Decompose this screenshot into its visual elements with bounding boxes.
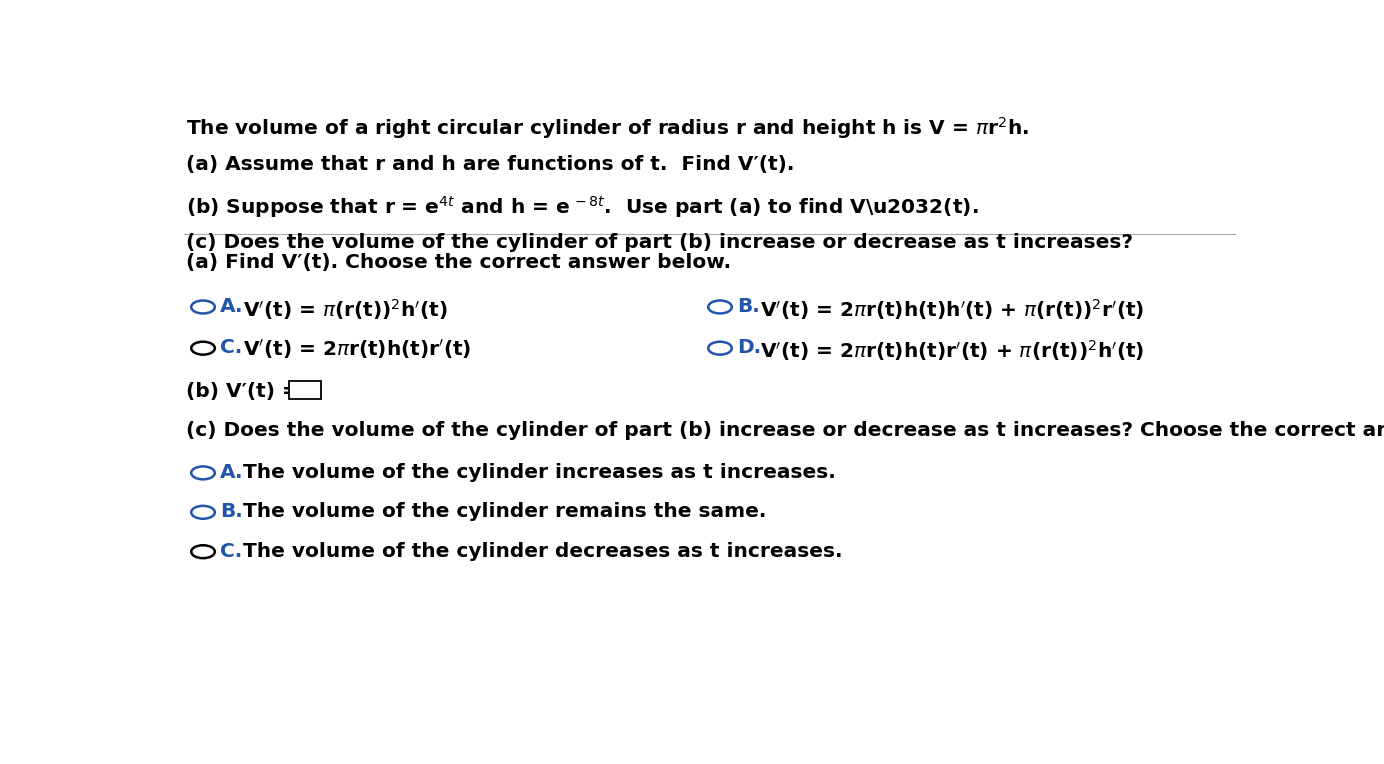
Text: (a) Assume that r and h are functions of t.  Find V′(t).: (a) Assume that r and h are functions of… — [185, 154, 794, 173]
Text: C.: C. — [220, 542, 242, 561]
Text: V$'$(t) = $\pi$(r(t))$^2$h$'$(t): V$'$(t) = $\pi$(r(t))$^2$h$'$(t) — [242, 297, 447, 322]
Text: (b) Suppose that r = e$^{4t}$ and h = e$^{\,-8t}$.  Use part (a) to find V\u2032: (b) Suppose that r = e$^{4t}$ and h = e$… — [185, 194, 978, 220]
FancyBboxPatch shape — [289, 381, 321, 399]
Text: (b) V′(t) =: (b) V′(t) = — [185, 382, 306, 401]
Text: (a) Find V′(t). Choose the correct answer below.: (a) Find V′(t). Choose the correct answe… — [185, 253, 731, 272]
Text: V$'$(t) = 2$\pi$r(t)h(t)h$'$(t) + $\pi$(r(t))$^2$r$'$(t): V$'$(t) = 2$\pi$r(t)h(t)h$'$(t) + $\pi$(… — [760, 297, 1145, 322]
Text: B.: B. — [220, 502, 244, 521]
Text: (c) Does the volume of the cylinder of part (b) increase or decrease as t increa: (c) Does the volume of the cylinder of p… — [185, 234, 1133, 252]
Text: The volume of the cylinder remains the same.: The volume of the cylinder remains the s… — [242, 502, 767, 521]
Text: B.: B. — [738, 297, 760, 316]
Text: A.: A. — [220, 463, 244, 482]
Text: D.: D. — [738, 338, 761, 357]
Text: V$'$(t) = 2$\pi$r(t)h(t)r$'$(t): V$'$(t) = 2$\pi$r(t)h(t)r$'$(t) — [242, 338, 471, 361]
Text: (c) Does the volume of the cylinder of part (b) increase or decrease as t increa: (c) Does the volume of the cylinder of p… — [185, 421, 1384, 440]
Text: The volume of a right circular cylinder of radius r and height h is V = $\pi$r$^: The volume of a right circular cylinder … — [185, 115, 1028, 141]
Text: C.: C. — [220, 338, 242, 357]
Text: The volume of the cylinder decreases as t increases.: The volume of the cylinder decreases as … — [242, 542, 843, 561]
Text: V$'$(t) = 2$\pi$r(t)h(t)r$'$(t) + $\pi$(r(t))$^2$h$'$(t): V$'$(t) = 2$\pi$r(t)h(t)r$'$(t) + $\pi$(… — [760, 338, 1145, 363]
Text: A.: A. — [220, 297, 244, 316]
Text: The volume of the cylinder increases as t increases.: The volume of the cylinder increases as … — [242, 463, 836, 482]
